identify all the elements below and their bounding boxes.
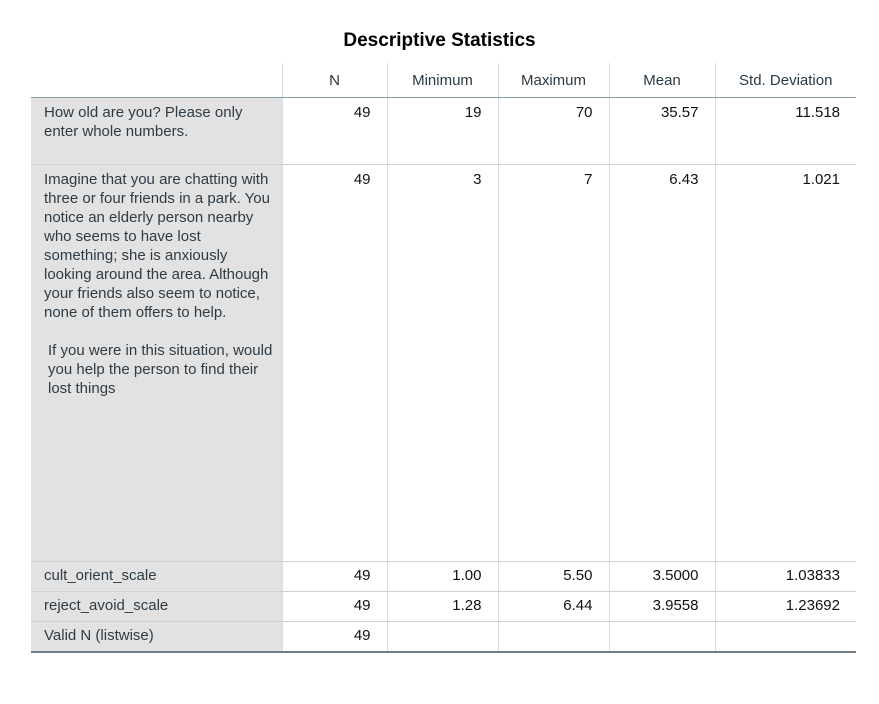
- row-label-scenario: Imagine that you are chatting with three…: [44, 171, 270, 321]
- row-label: cult_orient_scale: [31, 561, 282, 592]
- column-header-std-deviation: Std. Deviation: [714, 63, 856, 98]
- column-header-maximum: Maximum: [497, 63, 609, 98]
- cell-std-deviation: 11.518: [714, 97, 856, 165]
- column-header-n: N: [281, 63, 387, 98]
- cell-n: 49: [281, 561, 387, 592]
- cell-mean: 6.43: [608, 164, 715, 562]
- table-row: cult_orient_scale 49 1.00 5.50 3.5000 1.…: [31, 561, 856, 592]
- cell-maximum: 5.50: [497, 561, 609, 592]
- cell-mean: 3.5000: [608, 561, 715, 592]
- cell-minimum: 19: [386, 97, 498, 165]
- cell-n: 49: [281, 591, 387, 622]
- cell-maximum: [497, 621, 609, 653]
- table-title: Descriptive Statistics: [343, 30, 536, 51]
- cell-minimum: 3: [386, 164, 498, 562]
- cell-mean: [608, 621, 715, 653]
- column-header-mean: Mean: [608, 63, 715, 98]
- cell-minimum: 1.00: [386, 561, 498, 592]
- table-row: Valid N (listwise) 49: [31, 621, 856, 653]
- cell-n: 49: [281, 621, 387, 653]
- cell-maximum: 70: [497, 97, 609, 165]
- cell-n: 49: [281, 97, 387, 165]
- row-label: How old are you? Please only enter whole…: [31, 97, 282, 165]
- cell-std-deviation: [714, 621, 856, 653]
- row-label: Valid N (listwise): [31, 621, 282, 653]
- cell-maximum: 7: [497, 164, 609, 562]
- cell-std-deviation: 1.23692: [714, 591, 856, 622]
- descriptive-statistics-table: N Minimum Maximum Mean Std. Deviation Ho…: [31, 63, 856, 653]
- table-row: Imagine that you are chatting with three…: [31, 164, 856, 562]
- row-label: Imagine that you are chatting with three…: [31, 164, 282, 562]
- cell-minimum: [386, 621, 498, 653]
- cell-minimum: 1.28: [386, 591, 498, 622]
- cell-mean: 3.9558: [608, 591, 715, 622]
- table-row: How old are you? Please only enter whole…: [31, 97, 856, 165]
- table-row: reject_avoid_scale 49 1.28 6.44 3.9558 1…: [31, 591, 856, 622]
- cell-n: 49: [281, 164, 387, 562]
- column-header-minimum: Minimum: [386, 63, 498, 98]
- row-label-question: If you were in this situation, would you…: [48, 342, 273, 397]
- corner-cell: [31, 63, 282, 98]
- cell-maximum: 6.44: [497, 591, 609, 622]
- header-row: N Minimum Maximum Mean Std. Deviation: [31, 63, 856, 98]
- cell-mean: 35.57: [608, 97, 715, 165]
- cell-std-deviation: 1.021: [714, 164, 856, 562]
- cell-std-deviation: 1.03833: [714, 561, 856, 592]
- row-label: reject_avoid_scale: [31, 591, 282, 622]
